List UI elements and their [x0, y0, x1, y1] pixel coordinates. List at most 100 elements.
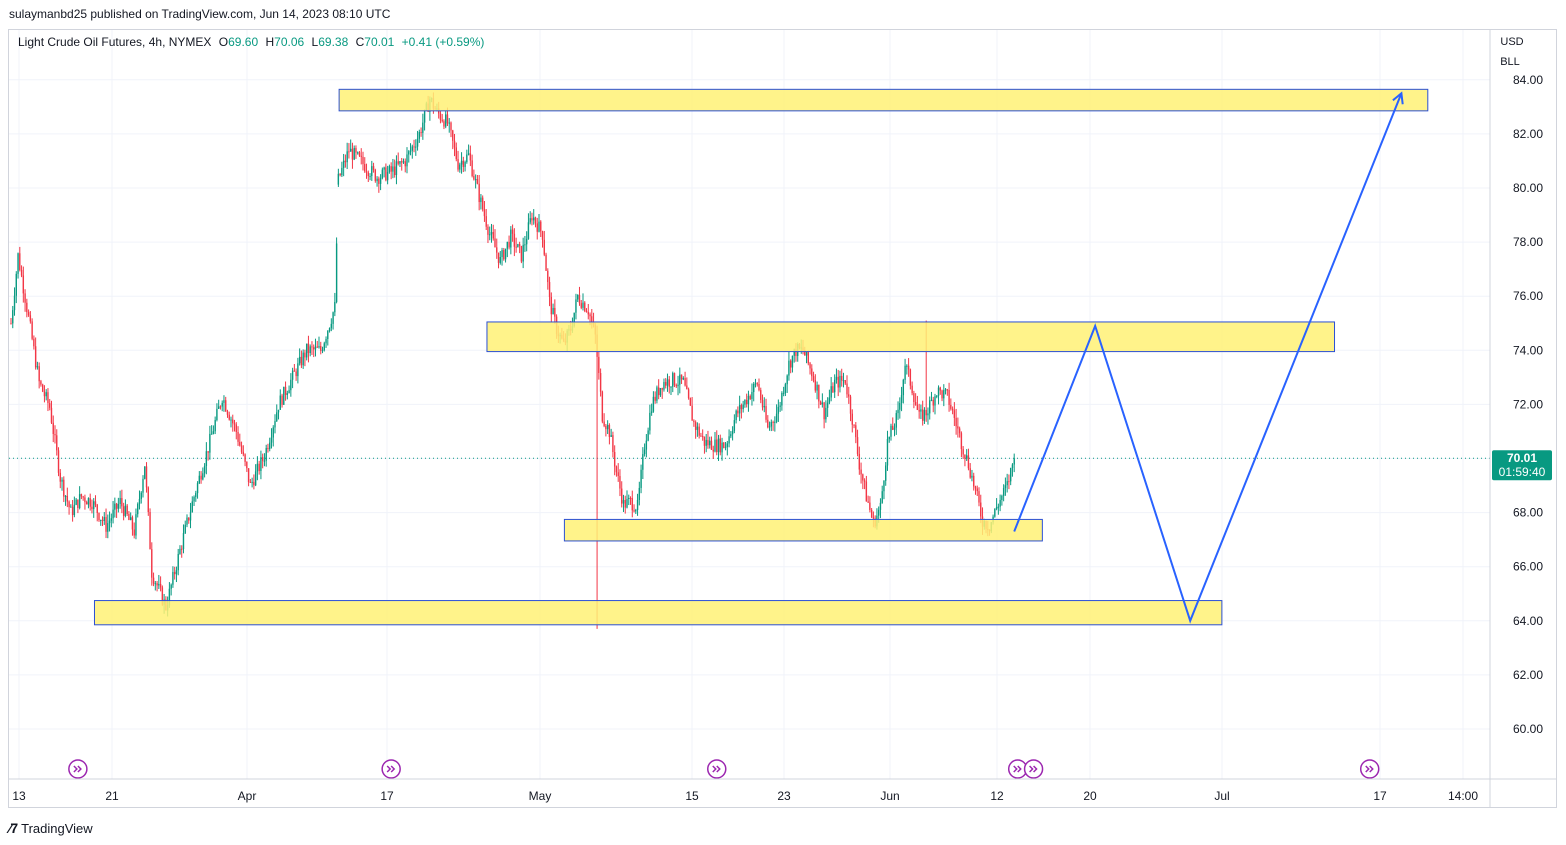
- candle-body: [811, 368, 813, 377]
- candle-body: [297, 363, 299, 377]
- candle-body: [10, 323, 12, 325]
- candle-body: [478, 183, 480, 203]
- candle-body: [276, 412, 278, 422]
- candle-body: [321, 350, 324, 352]
- tradingview-logo-icon: ⁄7: [9, 820, 18, 836]
- candle-body: [547, 270, 549, 283]
- x-tick-label: Jun: [880, 789, 899, 803]
- candle-body: [950, 404, 952, 409]
- candle-body: [504, 248, 507, 260]
- candle-body: [904, 365, 906, 380]
- candle-body: [621, 488, 623, 504]
- candle-body: [12, 310, 14, 324]
- candle-body: [522, 244, 524, 262]
- candle-body: [223, 400, 225, 403]
- candle-body: [320, 346, 322, 351]
- candle-body: [277, 409, 280, 413]
- candle-body: [217, 406, 220, 409]
- candle-body: [779, 405, 781, 407]
- candle-body: [906, 365, 908, 367]
- candle-body: [1004, 485, 1007, 489]
- y-tick-label: 74.00: [1513, 343, 1543, 357]
- candle-body: [837, 376, 839, 388]
- candle-body: [909, 369, 912, 386]
- support-resistance-zone: [563, 518, 1043, 542]
- candle-body: [517, 244, 519, 248]
- candle-body: [117, 504, 120, 509]
- candle-body: [232, 419, 234, 424]
- price-axis: 60.0062.0064.0066.0068.0070.0072.0074.00…: [1489, 30, 1552, 808]
- candle-body: [929, 400, 931, 414]
- candle-body: [895, 413, 897, 428]
- candle-body: [995, 507, 998, 509]
- candle-body: [474, 179, 477, 181]
- candle-body: [142, 478, 144, 493]
- candle-body: [131, 517, 134, 530]
- zones: [93, 88, 1429, 626]
- candle-body: [469, 153, 472, 161]
- candle-body: [890, 425, 892, 437]
- candle-body: [687, 389, 690, 399]
- candle-body: [156, 583, 158, 586]
- candle-body: [934, 396, 936, 406]
- candle-body: [145, 466, 148, 488]
- candle-body: [617, 472, 619, 477]
- candle-body: [978, 491, 980, 503]
- x-tick-label: 13: [12, 789, 26, 803]
- candle-body: [351, 148, 354, 160]
- candle-body: [513, 233, 516, 247]
- candle-body: [445, 114, 447, 127]
- candle-body: [107, 523, 109, 532]
- candle-body: [182, 533, 185, 550]
- candle-body: [758, 383, 760, 391]
- candle-body: [791, 355, 794, 368]
- candle-body: [214, 420, 216, 432]
- candle-body: [635, 509, 637, 512]
- candle-body: [286, 393, 289, 395]
- candle-body: [707, 439, 709, 446]
- candle-body: [726, 443, 729, 447]
- candle-body: [460, 160, 463, 165]
- candle-body: [503, 250, 505, 260]
- candle-body: [258, 463, 260, 471]
- candle-body: [862, 474, 864, 481]
- candle-body: [17, 253, 19, 274]
- candle-body: [1002, 488, 1005, 496]
- candle-body: [534, 217, 537, 224]
- legend-high-label: H: [265, 35, 275, 49]
- candle-body: [804, 350, 806, 356]
- y-tick-label: 62.00: [1513, 668, 1543, 682]
- candle-body: [415, 146, 417, 148]
- candle-body: [314, 346, 317, 350]
- candle-body: [388, 166, 391, 172]
- candle-body: [404, 161, 406, 167]
- candle-body: [152, 577, 155, 584]
- candle-body: [188, 517, 190, 521]
- candle-body: [848, 394, 850, 397]
- candle-body: [33, 338, 35, 347]
- candle-body: [416, 138, 419, 147]
- candle-body: [916, 404, 919, 411]
- candle-body: [631, 498, 633, 511]
- chart-frame: [8, 29, 1557, 808]
- candle-body: [119, 498, 121, 505]
- candle-body: [452, 130, 454, 141]
- candle-body: [154, 583, 157, 585]
- candle-body: [927, 413, 929, 416]
- candle-body: [724, 446, 727, 448]
- candle-body: [885, 465, 887, 481]
- candle-body: [57, 450, 60, 473]
- candle-body: [585, 311, 588, 313]
- candle-body: [770, 421, 773, 427]
- candle-body: [649, 412, 651, 431]
- candle-body: [1008, 481, 1010, 483]
- candle-body: [805, 351, 808, 356]
- candle-body: [872, 517, 875, 519]
- candle-body: [849, 396, 852, 414]
- candle-body: [408, 151, 410, 155]
- candle-body: [957, 426, 959, 429]
- candle-body: [193, 496, 195, 502]
- candle-body: [710, 440, 713, 450]
